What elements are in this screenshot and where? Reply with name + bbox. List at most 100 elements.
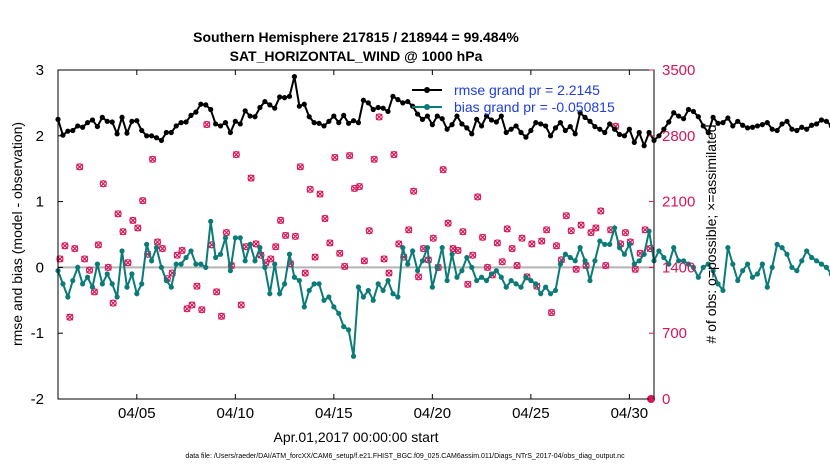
- bias-point: [592, 258, 598, 264]
- rmse-point: [385, 108, 391, 115]
- obs-assimilated-point: [336, 249, 344, 257]
- rmse-point: [183, 119, 189, 125]
- obs-marker: [71, 245, 79, 253]
- obs-assimilated-point: [597, 207, 605, 215]
- obs-marker: [474, 193, 482, 201]
- obs-possible-point: [577, 221, 585, 229]
- obs-possible-point: [498, 258, 506, 266]
- obs-assimilated-point: [94, 241, 102, 249]
- obs-assimilated-point: [602, 262, 610, 269]
- obs-assimilated-point: [86, 266, 93, 274]
- bias-point: [410, 248, 416, 254]
- obs-assimilated-point: [553, 242, 560, 250]
- obs-assimilated-point: [479, 233, 487, 241]
- obs-marker: [345, 151, 354, 160]
- bias-point: [257, 245, 263, 251]
- bias-point: [754, 271, 761, 277]
- bias-point: [109, 281, 115, 287]
- bias-point: [217, 251, 224, 257]
- plot-frame: [57, 69, 655, 400]
- obs-marker: [478, 233, 487, 241]
- rmse-point: [139, 127, 145, 134]
- obs-possible-point: [306, 185, 314, 193]
- bias-point: [311, 281, 317, 287]
- obs-possible-point: [193, 282, 201, 290]
- obs-assimilated-point: [375, 113, 383, 121]
- obs-possible-point: [552, 242, 561, 250]
- rmse-point: [429, 122, 435, 128]
- bias-point: [99, 281, 105, 287]
- rmse-point: [533, 120, 539, 126]
- obs-assimilated-point: [469, 251, 477, 259]
- bias-point: [809, 254, 815, 261]
- obs-assimilated-point: [454, 247, 462, 254]
- bias-point: [134, 291, 140, 297]
- legend-marker-bias: [424, 104, 430, 110]
- obs-marker: [562, 212, 570, 220]
- bias-point: [104, 271, 110, 277]
- obs-assimilated-point: [415, 273, 422, 281]
- obs-marker: [375, 113, 383, 121]
- bias-point: [65, 294, 71, 300]
- obs-assimilated-point: [223, 229, 230, 237]
- rmse-point: [291, 73, 298, 80]
- obs-assimilated-point: [232, 151, 240, 159]
- x-tick-label: 04/20: [414, 405, 452, 422]
- obs-marker: [621, 229, 630, 237]
- rmse-point: [804, 126, 810, 132]
- obs-possible-point: [405, 226, 413, 234]
- bias-point: [680, 258, 687, 264]
- rmse-point: [464, 125, 470, 131]
- obs-marker: [592, 224, 600, 232]
- obs-marker: [277, 216, 285, 224]
- rmse-point: [311, 120, 317, 126]
- bias-point: [60, 281, 66, 287]
- obs-assimilated-point: [306, 185, 314, 193]
- rmse-point: [459, 121, 465, 127]
- data-file-footnote: data file: /Users/raeder/DAI/ATM_forcXX/…: [185, 453, 625, 460]
- obs-possible-point: [148, 155, 157, 163]
- bias-point: [400, 245, 406, 251]
- bias-point: [277, 291, 283, 297]
- bias-point: [690, 264, 697, 270]
- y-right-tick-label: 3500: [662, 62, 695, 79]
- obs-possible-point: [217, 312, 226, 320]
- bias-point: [153, 245, 160, 251]
- obs-marker: [395, 240, 403, 248]
- obs-possible-point: [567, 227, 575, 235]
- bias-point: [720, 287, 726, 294]
- obs-assimilated-point: [567, 227, 575, 235]
- bias-point: [272, 261, 278, 267]
- obs-assimilated-point: [149, 155, 156, 163]
- obs-assimilated-point: [247, 174, 255, 182]
- y-axis-right-label: # of obs: o=possible; ×=assimilated: [703, 124, 719, 343]
- rmse-point: [562, 127, 568, 134]
- obs-assimilated-point: [66, 313, 74, 321]
- rmse-point: [217, 123, 224, 129]
- obs-marker: [341, 262, 349, 271]
- rmse-point: [213, 121, 219, 127]
- obs-marker: [76, 163, 84, 171]
- obs-marker: [94, 241, 102, 249]
- rmse-point: [764, 120, 770, 126]
- obs-assimilated-point: [76, 163, 84, 171]
- obs-possible-point: [296, 163, 304, 171]
- rmse-point: [759, 122, 765, 128]
- rmse-point: [700, 123, 706, 129]
- bias-point: [208, 218, 214, 224]
- bias-point: [163, 277, 169, 284]
- obs-assimilated-point: [631, 265, 639, 273]
- obs-possible-point: [119, 228, 127, 236]
- rmse-point: [444, 126, 450, 132]
- bias-point: [483, 277, 490, 284]
- obs-assimilated-point: [592, 224, 600, 232]
- obs-assimilated-point: [282, 232, 289, 239]
- rmse-point: [257, 104, 263, 111]
- obs-marker: [291, 232, 300, 240]
- obs-marker: [119, 228, 127, 236]
- obs-assimilated-point: [360, 257, 368, 265]
- obs-marker: [217, 312, 226, 320]
- obs-marker: [80, 255, 89, 263]
- obs-possible-point: [602, 261, 610, 270]
- obs-possible-point: [90, 288, 99, 296]
